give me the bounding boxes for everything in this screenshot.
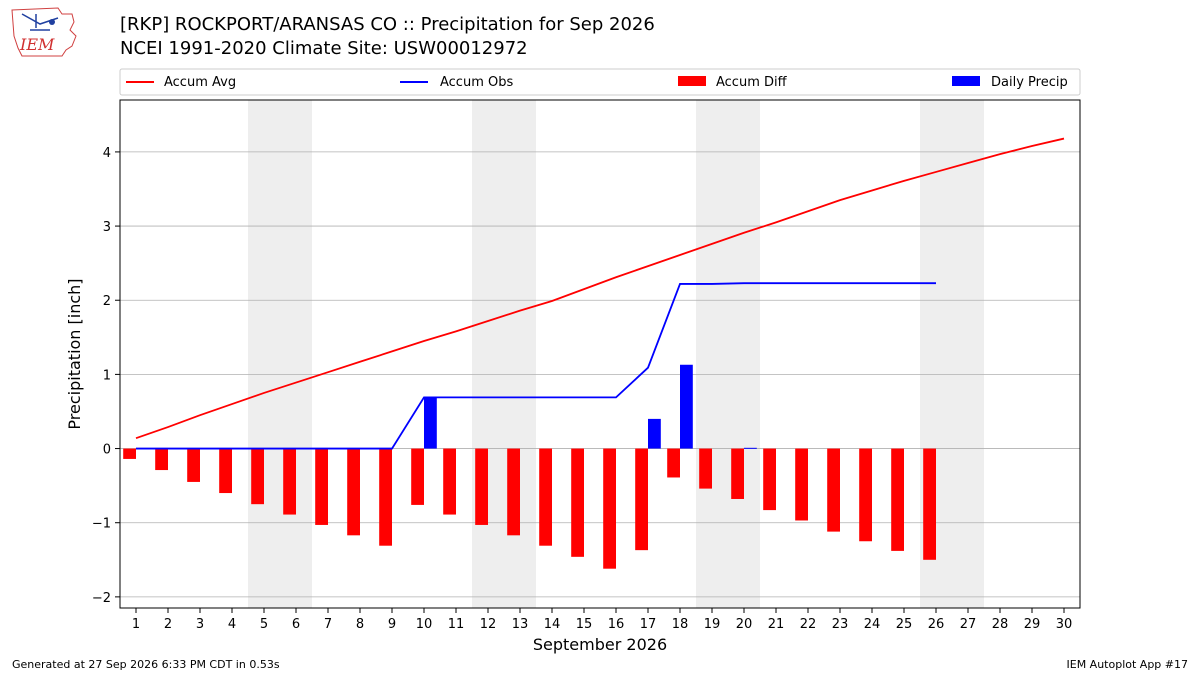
logo-text: IEM (19, 35, 55, 54)
x-tick-label: 6 (292, 617, 300, 632)
footer-app: IEM Autoplot App #17 (1067, 658, 1189, 671)
legend-accum-avg-label: Accum Avg (164, 75, 236, 90)
accum-diff-bar (155, 448, 168, 471)
accum-obs-line (136, 282, 936, 450)
x-tick-label: 4 (228, 617, 236, 632)
accum-diff-bar (763, 448, 776, 511)
legend-daily-precip-swatch (952, 76, 980, 86)
accum-diff-bar (923, 448, 936, 560)
accum-lines (135, 137, 1065, 450)
x-tick-label: 2 (164, 617, 172, 632)
accum-diff-bar (123, 448, 136, 459)
x-tick-label: 1 (132, 617, 140, 632)
chart-subtitle: NCEI 1991-2020 Climate Site: USW00012972 (120, 38, 528, 59)
accum-diff-bar (347, 448, 360, 536)
daily-precip-bar (424, 397, 437, 449)
plot-frame (119, 99, 1081, 609)
y-tick-label: 2 (103, 294, 111, 309)
accum-diff-bar (187, 448, 200, 482)
accum-diff-bar (731, 448, 744, 499)
accum-diff-bar (283, 448, 296, 515)
x-tick-label: 15 (576, 617, 593, 632)
x-tick-label: 28 (992, 617, 1009, 632)
legend-frame (119, 68, 1081, 96)
accum-diff-bar (475, 448, 488, 525)
weekend-band (696, 100, 728, 608)
chart-title: [RKP] ROCKPORT/ARANSAS CO :: Precipitati… (120, 14, 655, 35)
x-tick-label: 22 (800, 617, 817, 632)
y-tick-label: −1 (92, 517, 111, 532)
accum-diff-bar (251, 448, 264, 505)
x-tick-label: 16 (608, 617, 625, 632)
x-tick-label: 26 (928, 617, 945, 632)
accum-diff-bar (603, 448, 616, 569)
x-axis-label: September 2026 (533, 635, 667, 654)
x-tick-label: 21 (768, 617, 785, 632)
x-tick-label: 20 (736, 617, 753, 632)
x-tick-label: 23 (832, 617, 849, 632)
accum-diff-bar (379, 448, 392, 546)
accum-diff-bar (571, 448, 584, 557)
weekend-band (472, 100, 504, 608)
weekend-band (952, 100, 984, 608)
x-axis: 1 2 3 4 5 6 7 8 9 10 11 12 13 14 15 16 17 18 19 20 21 22 23 24 2… (132, 608, 1072, 632)
accum-diff-bar (795, 448, 808, 521)
iem-logo: IEM (11, 7, 77, 57)
y-tick-label: 1 (103, 368, 111, 383)
weekend-band (728, 100, 760, 608)
legend: Accum Avg Accum Obs Accum Diff Daily Pre… (119, 68, 1081, 96)
accum-diff-bar (411, 448, 424, 505)
accum-diff-bar (827, 448, 840, 532)
y-axis-label: Precipitation [inch] (65, 278, 84, 429)
x-tick-label: 18 (672, 617, 689, 632)
x-tick-label: 9 (388, 617, 396, 632)
x-tick-label: 8 (356, 617, 364, 632)
y-tick-label: 4 (103, 146, 111, 161)
y-tick-label: 0 (103, 443, 111, 458)
accum-diff-bar (539, 448, 552, 546)
weekend-band (248, 100, 280, 608)
weekend-band (280, 100, 312, 608)
accum-diff-bar (667, 448, 680, 478)
x-tick-label: 3 (196, 617, 204, 632)
x-tick-label: 19 (704, 617, 721, 632)
accum-diff-bar (699, 448, 712, 489)
x-tick-label: 24 (864, 617, 881, 632)
y-tick-label: 3 (103, 220, 111, 235)
accum-diff-bar (219, 448, 232, 494)
daily-precip-bar (680, 364, 693, 449)
x-tick-label: 27 (960, 617, 977, 632)
legend-daily-precip-label: Daily Precip (991, 75, 1068, 90)
x-tick-label: 29 (1024, 617, 1041, 632)
x-tick-label: 17 (640, 617, 657, 632)
x-tick-label: 12 (480, 617, 497, 632)
accum-diff-bar (859, 448, 872, 542)
accum-avg-line (135, 137, 1065, 440)
legend-accum-obs-label: Accum Obs (440, 75, 513, 90)
x-tick-label: 14 (544, 617, 561, 632)
x-tick-label: 5 (260, 617, 268, 632)
y-axis: −2 −1 0 1 2 3 4 (92, 146, 120, 606)
x-tick-label: 10 (416, 617, 433, 632)
legend-accum-diff-label: Accum Diff (716, 75, 788, 90)
x-tick-label: 30 (1056, 617, 1073, 632)
x-tick-label: 25 (896, 617, 913, 632)
footer-generated: Generated at 27 Sep 2026 6:33 PM CDT in … (12, 658, 280, 671)
legend-accum-diff-swatch (678, 76, 706, 86)
x-tick-label: 13 (512, 617, 529, 632)
accum-diff-bar (507, 448, 520, 536)
daily-precip-bar (744, 447, 757, 449)
y-tick-label: −2 (92, 591, 111, 606)
accum-diff-bar (891, 448, 904, 551)
accum-diff-bar (443, 448, 456, 515)
daily-precip-bar (648, 418, 661, 449)
x-tick-label: 7 (324, 617, 332, 632)
accum-diff-bar (635, 448, 648, 551)
x-tick-label: 11 (448, 617, 465, 632)
accum-diff-bars (123, 448, 936, 569)
daily-precip-bars (424, 364, 757, 449)
accum-diff-bar (315, 448, 328, 525)
grid-lines (120, 151, 1080, 598)
